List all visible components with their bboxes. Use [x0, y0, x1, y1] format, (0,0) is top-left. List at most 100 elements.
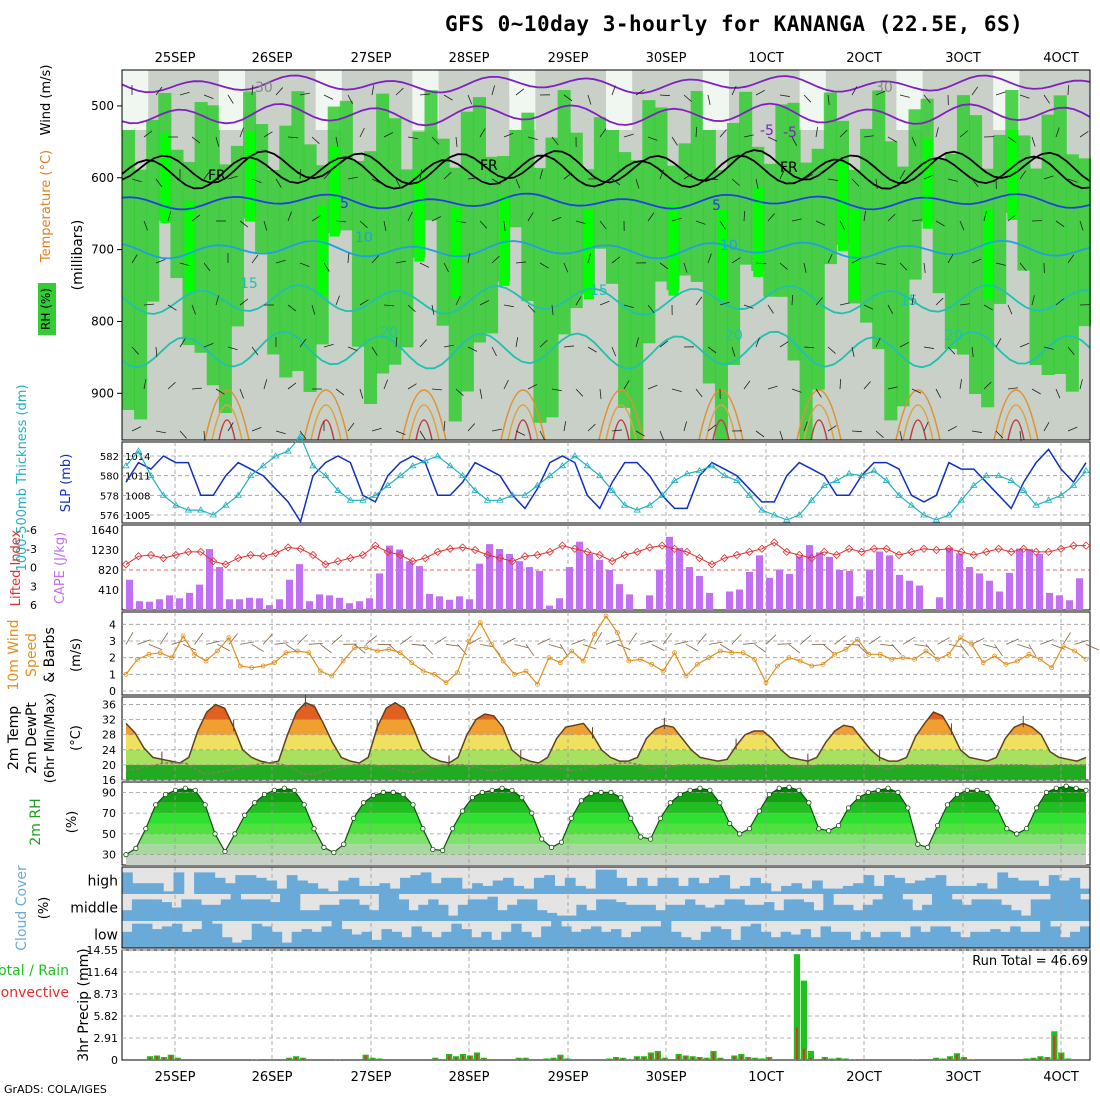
cloud-bar — [317, 888, 329, 894]
wind-barb — [1074, 639, 1089, 645]
cape-bar — [176, 598, 183, 610]
rh-point — [568, 815, 574, 821]
wind-barb — [407, 383, 417, 390]
wind-barb — [299, 338, 307, 348]
cloud-bar — [161, 926, 173, 948]
wind-barb — [839, 220, 846, 231]
wind-barb — [707, 424, 717, 432]
wind-barb — [323, 262, 330, 272]
cape-bar — [576, 541, 583, 610]
cloud-bar — [161, 902, 172, 921]
lifted-index-point — [720, 554, 729, 563]
wind-barb — [803, 346, 815, 349]
precip-tick-label: 0 — [111, 1054, 118, 1067]
precip-convective-bar — [663, 1058, 666, 1060]
temp-contour-warm — [317, 419, 335, 441]
rh-band — [126, 792, 1086, 803]
rh-point — [618, 794, 624, 801]
wind-barb — [707, 94, 711, 105]
rh-point — [845, 805, 852, 811]
cape-bar — [446, 599, 453, 610]
contour-label: 15 — [240, 276, 258, 292]
cloud-bar — [1000, 931, 1011, 948]
wind-barb — [779, 341, 789, 348]
cape-bar — [706, 592, 713, 610]
pressure-tick-label: 900 — [91, 386, 114, 400]
rh-saturated-band — [160, 132, 171, 223]
wind-barb — [983, 211, 987, 222]
cloud-bar — [840, 931, 851, 948]
cloud-bar — [719, 875, 731, 894]
wind-barb — [431, 304, 435, 315]
contour-label: 10 — [355, 230, 373, 246]
wind-barb — [1007, 304, 1013, 315]
cloud-bar — [890, 931, 901, 948]
rh-moist-band — [194, 102, 208, 353]
precip-convective-bar — [1053, 1035, 1056, 1060]
cloud-level-label: middle — [70, 901, 118, 917]
cape-bar — [1016, 548, 1023, 610]
temp-tick-label: 20 — [102, 759, 116, 772]
wind-speed-point — [809, 663, 815, 669]
rh-band — [126, 844, 1086, 855]
wind-barb — [395, 430, 406, 435]
cape-bar — [586, 553, 593, 610]
wind-speed-point — [603, 613, 609, 619]
lifted-index-point — [807, 554, 816, 563]
rh2m-panel: 30 50 70 90 2m RH (%) — [28, 781, 1091, 866]
cloud-bar — [773, 910, 785, 921]
wind-barb — [407, 304, 416, 312]
dewpoint-line — [125, 762, 1086, 776]
rh-tick-label: 50 — [102, 828, 116, 841]
pressure-tick-label: 700 — [91, 243, 114, 257]
precip-convective-bar — [162, 1057, 165, 1060]
wind-barb — [863, 304, 874, 310]
cloud-bar — [571, 931, 582, 948]
wind-barb — [695, 388, 703, 398]
cloud-bar — [564, 877, 576, 894]
cape-bar — [676, 548, 683, 610]
thickness-point — [596, 471, 604, 479]
thickness-point — [508, 491, 517, 498]
cloud-bar — [339, 899, 350, 921]
rh-moist-band — [122, 130, 136, 410]
cloud-bar — [554, 885, 566, 894]
cape-bar — [246, 597, 253, 610]
wind-barb — [719, 301, 730, 306]
temp-unit-label: (°C) — [69, 725, 84, 751]
temp-contour-warm — [204, 389, 250, 441]
wind-barb — [179, 91, 190, 96]
rh-moist-band — [642, 100, 656, 344]
wind-barb — [287, 382, 297, 390]
rh-point — [281, 785, 287, 791]
lifted-index-point — [620, 550, 629, 560]
date-label-top: 1OCT — [748, 51, 784, 66]
cloud-bar — [551, 921, 562, 948]
cloud-bar — [900, 937, 911, 948]
cloud-bar — [431, 937, 442, 948]
lifted-index-point — [1056, 544, 1066, 553]
cloud-bar — [531, 937, 542, 948]
cloud-bar — [1010, 926, 1021, 948]
rh-point — [687, 787, 693, 793]
wind-barb — [697, 633, 707, 645]
wind-speed-point — [443, 680, 449, 686]
rh-moist-band — [400, 169, 414, 348]
cloud-bar — [210, 904, 222, 921]
wind-barb — [767, 385, 778, 390]
wind-barb — [347, 346, 358, 351]
wind-barb — [1005, 638, 1020, 645]
wind-barb — [887, 213, 896, 222]
wind-barb — [959, 379, 962, 390]
precip-convective-bar — [962, 1057, 965, 1060]
rh-point — [727, 820, 733, 827]
wind-barb — [137, 639, 151, 645]
cloud-bar — [945, 885, 957, 894]
wind-barb — [1067, 346, 1075, 356]
cape-bar — [846, 570, 853, 610]
cloud-bar — [700, 931, 712, 948]
thickness-axis-label: 1000-500mb Thickness (dm) — [15, 384, 30, 571]
rh-point — [430, 846, 436, 853]
cloud-bar — [1017, 880, 1029, 894]
cloud-bar — [281, 942, 293, 948]
